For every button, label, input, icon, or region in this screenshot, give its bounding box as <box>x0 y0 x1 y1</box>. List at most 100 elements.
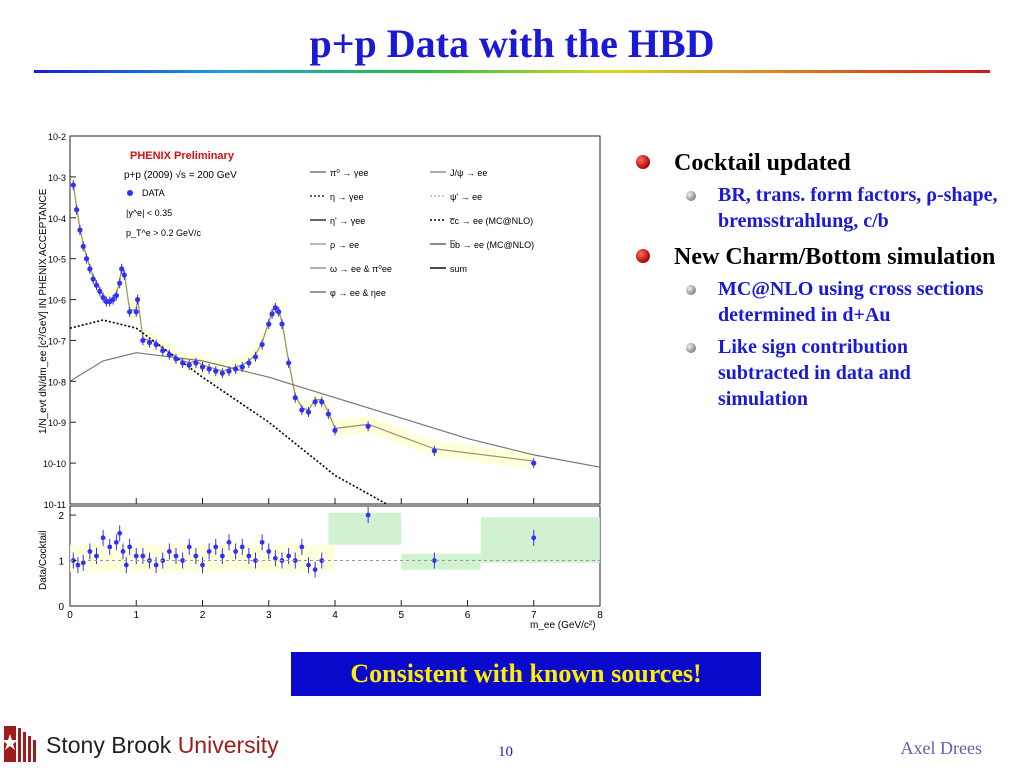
ratio-point <box>80 560 86 566</box>
university-name-part1: Stony Brook <box>46 732 178 758</box>
university-name-part2: University <box>177 732 279 758</box>
data-point <box>272 305 278 311</box>
x-tick-label: 1 <box>133 610 139 621</box>
data-legend-label: DATA <box>142 188 165 198</box>
y-tick-label: 10-6 <box>48 296 66 306</box>
ratio-point <box>94 553 99 559</box>
data-point <box>246 360 252 366</box>
data-point <box>153 341 159 348</box>
sub-bullet-dot-icon <box>686 191 696 201</box>
ratio-point <box>127 544 133 550</box>
data-point <box>90 276 96 282</box>
data-point <box>312 399 318 405</box>
data-point <box>119 266 125 272</box>
data-point <box>80 243 86 249</box>
bottom-curve <box>69 352 601 468</box>
ratio-point <box>365 512 371 518</box>
bullet-dot-icon <box>636 249 650 263</box>
y-tick-label: 10-7 <box>48 336 66 346</box>
data-point <box>266 321 272 327</box>
ratio-point <box>233 549 239 554</box>
ratio-point <box>140 553 146 559</box>
sub-bullet-mcnlo: MC@NLO using cross sections determined i… <box>634 276 1004 328</box>
data-point <box>146 339 153 346</box>
data-point <box>113 292 119 299</box>
ratio-point <box>531 535 537 541</box>
legend-label: ρ → ee <box>330 240 359 250</box>
top-y-axis-label: 1/N_evt dN/dm_ee [c²/GeV] IN PHENIX ACCE… <box>38 188 49 434</box>
ratio-point <box>75 562 81 568</box>
data-point <box>110 296 116 303</box>
ratio-point <box>120 549 126 554</box>
data-point <box>213 368 219 374</box>
y-tick-label: 10-5 <box>48 255 66 265</box>
data-point <box>70 182 76 188</box>
bottom-y-axis-label: Data/Cocktail <box>38 531 49 590</box>
dielectron-mass-figure: 10-2 10-3 10-4 10-5 10-6 10-7 10-8 10-9 10-10 10-… <box>38 132 603 631</box>
y-tick-label: 10-11 <box>44 500 66 510</box>
ratio-point <box>259 539 265 545</box>
data-point <box>193 360 199 366</box>
data-point <box>233 366 239 372</box>
sub-bullet-dot-icon <box>686 285 696 295</box>
data-point <box>299 407 305 413</box>
data-point <box>77 227 83 233</box>
legend-label: b̅b → ee (MC@NLO) <box>450 240 535 250</box>
data-legend-marker <box>127 190 133 196</box>
ratio-point <box>246 553 252 559</box>
page-number: 10 <box>498 744 513 760</box>
data-point <box>100 294 106 301</box>
sub-bullet-like-sign: Like sign contribution subtracted in dat… <box>634 334 1004 412</box>
ratio-point <box>186 544 192 550</box>
ratio-point <box>173 553 179 559</box>
bullet-cocktail: Cocktail updated <box>634 146 1004 180</box>
x-tick-label: 8 <box>597 610 603 621</box>
data-point <box>365 423 371 429</box>
data-point <box>186 362 192 368</box>
ratio-point <box>319 558 325 563</box>
data-point <box>83 256 90 262</box>
bullet-charm-bottom: New Charm/Bottom simulation <box>634 240 1004 274</box>
data-point <box>259 341 265 348</box>
data-point <box>305 409 312 415</box>
ratio-tick-label: 1 <box>58 557 64 568</box>
x-tick-label: 4 <box>332 610 338 621</box>
legend-label: c̅c → ee (MC@NLO) <box>449 216 533 226</box>
data-point <box>276 309 282 315</box>
bullet-dot-icon <box>636 155 650 169</box>
legend-label: π⁰ → γee <box>330 168 368 178</box>
sub-bullet-form-factors: BR, trans. form factors, ρ-shape, bremss… <box>634 182 1004 234</box>
systematic-band <box>328 512 402 545</box>
ratio-point <box>100 535 106 541</box>
ratio-point <box>193 553 199 559</box>
rapidity-cut-label: |y^e| < 0.35 <box>126 208 172 218</box>
ratio-point <box>431 558 437 563</box>
ratio-point <box>239 544 245 550</box>
sub-bullet-text: MC@NLO using cross sections determined i… <box>718 278 984 326</box>
x-tick-label: 0 <box>67 610 73 621</box>
bullet-list: Cocktail updated BR, trans. form factors… <box>634 146 1004 418</box>
data-point <box>319 399 325 405</box>
y-tick-label: 10-4 <box>48 214 66 224</box>
data-point <box>127 309 133 315</box>
x-tick-label: 7 <box>531 610 537 621</box>
data-point <box>252 354 259 360</box>
ratio-point <box>213 544 219 550</box>
legend-label: J/ψ → ee <box>450 168 487 178</box>
ratio-point <box>292 558 298 563</box>
bullet-text: Cocktail updated <box>674 150 851 176</box>
ratio-point <box>117 530 123 536</box>
data-point <box>173 356 179 362</box>
data-point <box>97 288 103 294</box>
data-point <box>239 364 245 370</box>
data-point <box>431 448 437 454</box>
legend-label: η → γee <box>330 192 364 202</box>
ratio-point <box>219 553 225 559</box>
stony-brook-logo-icon <box>2 726 36 762</box>
conclusion-banner: Consistent with known sources! <box>291 652 761 696</box>
data-point <box>332 427 338 433</box>
ratio-point <box>253 558 258 563</box>
slide-title: p+p Data with the HBD <box>309 21 715 66</box>
legend-label: ω → ee & π⁰ee <box>330 264 392 274</box>
university-name: Stony Brook University <box>46 732 279 759</box>
